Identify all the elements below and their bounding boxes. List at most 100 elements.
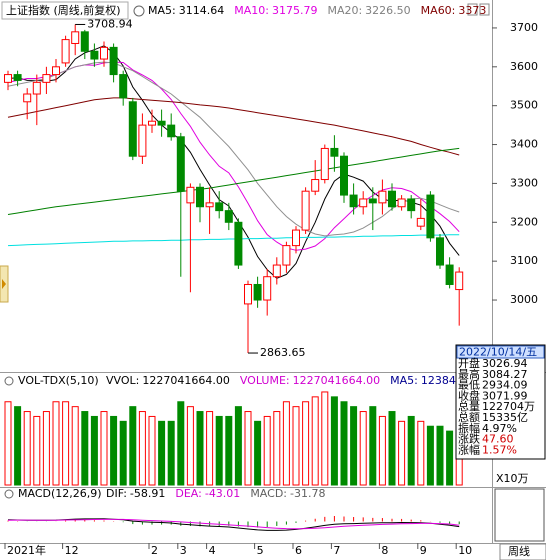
title-box[interactable] bbox=[1, 1, 129, 20]
indicator-name: DEA: bbox=[175, 487, 201, 500]
candle-body bbox=[244, 283, 252, 305]
x-tick-label: 12 bbox=[65, 544, 79, 557]
candle-body bbox=[397, 198, 406, 208]
volume-bar bbox=[110, 415, 118, 486]
x-tick-label: 10 bbox=[458, 544, 472, 557]
volume-bar bbox=[263, 415, 271, 486]
info-value: 47.60 bbox=[482, 433, 514, 446]
indicator-name: VOLUME: bbox=[240, 374, 290, 387]
volume-bar bbox=[359, 411, 367, 486]
candle-body bbox=[349, 194, 358, 208]
y-tick-label: 3500 bbox=[510, 99, 538, 112]
settings-icon[interactable] bbox=[4, 489, 14, 499]
candle-body bbox=[80, 31, 89, 52]
volume-bar bbox=[244, 411, 252, 486]
indicator-line bbox=[7, 97, 460, 156]
candle-body bbox=[186, 186, 195, 204]
info-label: 振幅 bbox=[458, 421, 480, 435]
annotation: 3708.94 bbox=[87, 17, 133, 30]
volume-bar bbox=[138, 411, 146, 486]
volume-bar bbox=[23, 411, 31, 486]
info-value: 122704万 bbox=[482, 400, 535, 413]
volume-bar bbox=[330, 396, 338, 486]
volume-bar bbox=[311, 396, 319, 486]
info-value: 3084.27 bbox=[482, 368, 528, 381]
candle-body bbox=[292, 229, 300, 247]
candle-body bbox=[340, 155, 348, 196]
volume-bar bbox=[167, 420, 175, 486]
candle-body bbox=[234, 221, 243, 266]
candle-body bbox=[272, 264, 281, 278]
candle-body bbox=[13, 74, 22, 81]
volume-bar bbox=[369, 406, 377, 486]
candle-body bbox=[311, 179, 320, 192]
x-tick-label: 8 bbox=[381, 544, 388, 557]
candle-body bbox=[196, 186, 204, 208]
volume-bar bbox=[52, 401, 60, 486]
volume-bar bbox=[225, 415, 233, 486]
candle-body bbox=[436, 237, 444, 266]
period-box[interactable] bbox=[499, 543, 546, 560]
candle-body bbox=[157, 120, 166, 126]
volume-bar bbox=[292, 406, 300, 486]
info-value: 15335亿 bbox=[482, 411, 528, 424]
info-value: 4.97% bbox=[482, 422, 517, 435]
side-panel bbox=[494, 488, 545, 542]
x-tick-label: 6 bbox=[295, 544, 302, 557]
info-label: 总量 bbox=[458, 399, 480, 413]
window-button[interactable] bbox=[467, 3, 478, 16]
candle-body bbox=[263, 276, 272, 301]
indicator-line bbox=[7, 518, 460, 530]
pane-title: VOL-TDX(5,10) bbox=[18, 374, 99, 387]
candle-body bbox=[215, 202, 224, 212]
candle-body bbox=[176, 136, 185, 192]
volume-bar bbox=[129, 406, 137, 486]
y-tick-label: 3200 bbox=[510, 215, 538, 228]
pane-title: MACD(12,26,9) bbox=[18, 487, 102, 500]
volume-bar bbox=[90, 415, 98, 486]
indicator-value: 1227041664.00 bbox=[293, 374, 380, 387]
volume-bar bbox=[388, 411, 396, 486]
y-tick-label: 3600 bbox=[510, 60, 538, 73]
indicator-name: MA10: bbox=[234, 4, 269, 17]
candle-body bbox=[167, 124, 176, 138]
settings-icon[interactable] bbox=[4, 376, 14, 386]
info-value: 3071.99 bbox=[482, 389, 528, 402]
candle-body bbox=[128, 101, 137, 157]
indicator-value: 1227041664.00 bbox=[142, 374, 229, 387]
volume-bar bbox=[71, 406, 79, 486]
y-tick-label: 3100 bbox=[510, 254, 538, 267]
volume-bar bbox=[119, 420, 127, 486]
chart-title: 上证指数 (周线,前复权) bbox=[6, 3, 121, 17]
candle-body bbox=[301, 190, 310, 231]
indicator-value: 3114.64 bbox=[179, 4, 225, 17]
candle-body bbox=[359, 198, 368, 208]
x-tick-label: 3 bbox=[180, 544, 187, 557]
settings-icon[interactable] bbox=[133, 5, 145, 17]
candle-body bbox=[119, 74, 128, 99]
candle-body bbox=[71, 31, 80, 44]
volume-bar bbox=[254, 420, 262, 486]
volume-bar bbox=[14, 406, 22, 486]
candle-body bbox=[407, 198, 416, 212]
volume-bar bbox=[206, 411, 214, 486]
side-tab-arrow bbox=[2, 279, 6, 289]
info-label: 收盘 bbox=[458, 388, 480, 402]
volume-bar bbox=[196, 411, 204, 486]
period-label: 周线 bbox=[508, 544, 530, 558]
candle-body bbox=[90, 50, 99, 60]
volume-bar bbox=[81, 411, 89, 486]
candle-body bbox=[416, 217, 425, 227]
indicator-line bbox=[7, 518, 460, 531]
volume-bar bbox=[446, 430, 454, 486]
candle-body bbox=[42, 74, 51, 83]
x-tick-label: 5 bbox=[257, 544, 264, 557]
indicator-name: VVOL: bbox=[106, 374, 139, 387]
volume-bar bbox=[186, 406, 194, 486]
window-button[interactable] bbox=[479, 3, 490, 16]
indicator-name: MA5: bbox=[148, 4, 176, 17]
annotation: 2863.65 bbox=[260, 346, 306, 359]
indicator-value: 3226.50 bbox=[365, 4, 411, 17]
candle-body bbox=[455, 271, 464, 291]
